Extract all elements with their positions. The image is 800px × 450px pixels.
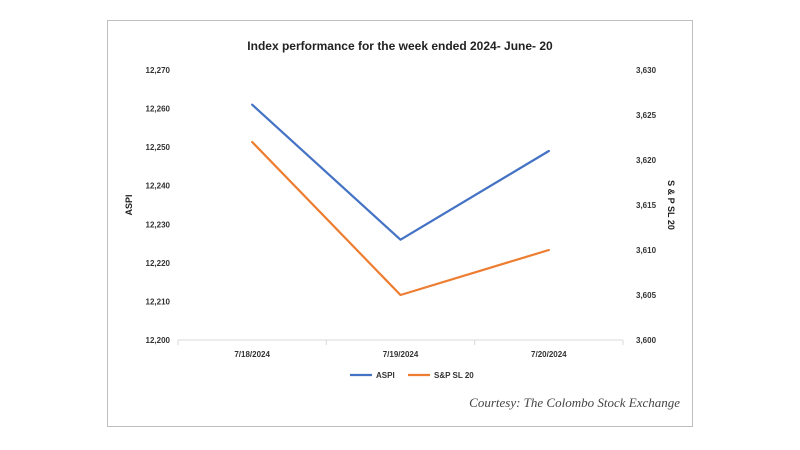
y-left-tick-label: 12,220 bbox=[146, 259, 171, 268]
y-right-tick-label: 3,610 bbox=[636, 246, 657, 255]
y-right-tick-label: 3,625 bbox=[636, 111, 657, 120]
y-left-tick-label: 12,270 bbox=[146, 66, 171, 75]
y-right-tick-label: 3,630 bbox=[636, 66, 657, 75]
y-left-tick-label: 12,210 bbox=[146, 297, 171, 306]
y-left-tick-label: 12,200 bbox=[146, 336, 171, 345]
chart-frame bbox=[107, 20, 693, 427]
x-tick-label: 7/20/2024 bbox=[531, 350, 567, 359]
y-right-tick-label: 3,600 bbox=[636, 336, 657, 345]
y-right-tick-label: 3,615 bbox=[636, 201, 657, 210]
y-left-tick-label: 12,250 bbox=[146, 143, 171, 152]
y-right-tick-label: 3,620 bbox=[636, 156, 657, 165]
y-left-tick-label: 12,260 bbox=[146, 105, 171, 114]
series-line-s-p-sl-20 bbox=[251, 140, 550, 297]
y-right-tick-label: 3,605 bbox=[636, 291, 657, 300]
y-left-tick-label: 12,230 bbox=[146, 220, 171, 229]
courtesy-note: Courtesy: The Colombo Stock Exchange bbox=[469, 395, 680, 410]
chart-title: Index performance for the week ended 202… bbox=[247, 39, 553, 53]
legend-label: S&P SL 20 bbox=[434, 371, 474, 380]
x-tick-label: 7/18/2024 bbox=[234, 350, 270, 359]
y-right-axis-title: S & P SL 20 bbox=[666, 180, 676, 230]
legend-label: ASPI bbox=[376, 371, 395, 380]
x-tick-label: 7/19/2024 bbox=[383, 350, 419, 359]
y-left-tick-label: 12,240 bbox=[146, 182, 171, 191]
series-line-aspi bbox=[251, 103, 550, 241]
y-left-axis-title: ASPI bbox=[124, 194, 134, 215]
